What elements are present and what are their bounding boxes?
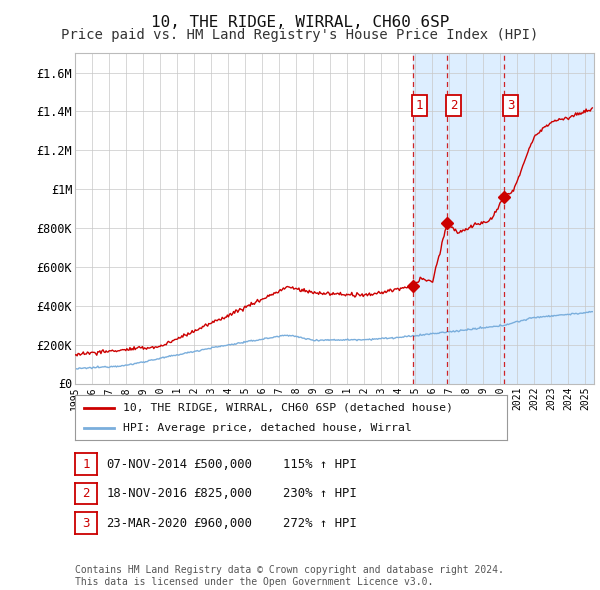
Text: 10, THE RIDGE, WIRRAL, CH60 6SP: 10, THE RIDGE, WIRRAL, CH60 6SP — [151, 15, 449, 30]
Text: Price paid vs. HM Land Registry's House Price Index (HPI): Price paid vs. HM Land Registry's House … — [61, 28, 539, 42]
Text: £960,000: £960,000 — [193, 516, 252, 530]
Bar — [448, 53, 505, 384]
Text: £825,000: £825,000 — [193, 487, 252, 500]
Text: 3: 3 — [507, 99, 514, 112]
Text: HPI: Average price, detached house, Wirral: HPI: Average price, detached house, Wirr… — [122, 424, 411, 434]
Text: £500,000: £500,000 — [193, 457, 252, 471]
Bar — [505, 53, 594, 384]
Text: 230% ↑ HPI: 230% ↑ HPI — [283, 487, 357, 500]
Text: 2: 2 — [450, 99, 457, 112]
Text: 1: 1 — [415, 99, 423, 112]
Text: 10, THE RIDGE, WIRRAL, CH60 6SP (detached house): 10, THE RIDGE, WIRRAL, CH60 6SP (detache… — [122, 403, 452, 412]
Text: 272% ↑ HPI: 272% ↑ HPI — [283, 516, 357, 530]
Text: 3: 3 — [82, 516, 90, 530]
Text: 18-NOV-2016: 18-NOV-2016 — [106, 487, 187, 500]
Bar — [413, 53, 448, 384]
Text: 23-MAR-2020: 23-MAR-2020 — [106, 516, 187, 530]
Text: Contains HM Land Registry data © Crown copyright and database right 2024.
This d: Contains HM Land Registry data © Crown c… — [75, 565, 504, 587]
Text: 2: 2 — [82, 487, 90, 500]
Text: 1: 1 — [82, 457, 90, 471]
Text: 115% ↑ HPI: 115% ↑ HPI — [283, 457, 357, 471]
Text: 07-NOV-2014: 07-NOV-2014 — [106, 457, 187, 471]
